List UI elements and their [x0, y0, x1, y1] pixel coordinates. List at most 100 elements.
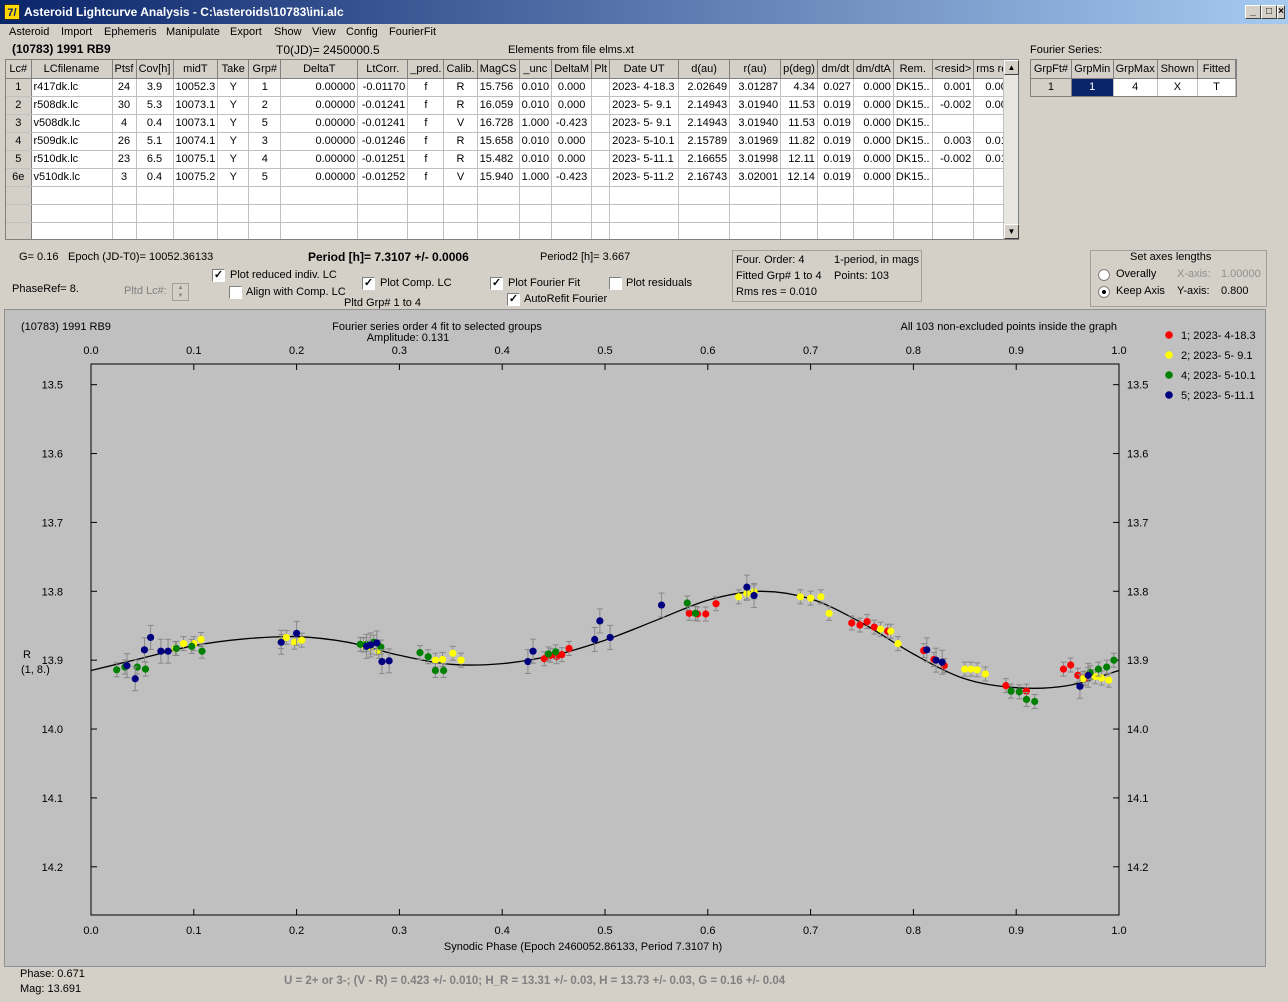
table-cell[interactable]: f — [407, 168, 445, 187]
table-cell[interactable]: -0.423 — [551, 168, 593, 187]
lightcurve-plot[interactable]: 0.0 0.0 0.1 0.1 0.2 0.2 0.3 0.3 0.4 0.4 0.5 0.5 0.6 0… — [5, 310, 1267, 968]
table-cell[interactable]: Y — [217, 150, 250, 169]
table-cell[interactable]: 11.82 — [780, 132, 818, 151]
table-cell[interactable]: 0.019 — [817, 114, 854, 133]
table-cell[interactable]: 3.01940 — [729, 96, 782, 115]
empty-cell[interactable] — [853, 186, 894, 205]
empty-cell[interactable] — [6, 204, 32, 223]
maximize-button[interactable]: □ — [1261, 5, 1277, 19]
empty-cell[interactable] — [477, 204, 520, 223]
plot-residuals-checkbox[interactable] — [609, 277, 622, 290]
table-row[interactable]: 2 r508dk.lc 30 5.3 10073.1 Y 2 0.00000 -0.01241 f… — [6, 96, 1016, 115]
lc-header-cell[interactable]: Plt — [591, 60, 611, 79]
table-cell[interactable]: r509dk.lc — [31, 132, 113, 151]
table-cell[interactable]: Y — [217, 114, 250, 133]
table-cell[interactable]: DK15.. — [893, 150, 933, 169]
empty-cell[interactable] — [609, 222, 680, 239]
table-cell[interactable] — [591, 150, 611, 169]
table-cell[interactable]: 2023- 5-11.1 — [609, 150, 680, 169]
table-cell[interactable]: 0.019 — [817, 168, 854, 187]
empty-cell[interactable] — [6, 186, 32, 205]
empty-cell[interactable] — [609, 186, 680, 205]
empty-cell[interactable] — [853, 222, 894, 239]
empty-cell[interactable] — [173, 204, 219, 223]
empty-cell[interactable] — [112, 222, 137, 239]
minimize-button[interactable]: _ — [1245, 5, 1261, 19]
empty-cell[interactable] — [173, 186, 219, 205]
table-cell[interactable]: 11.53 — [780, 114, 818, 133]
table-cell[interactable]: 16.059 — [477, 96, 520, 115]
row-header[interactable]: 5 — [6, 150, 32, 169]
table-cell[interactable]: 2 — [248, 96, 282, 115]
table-cell[interactable]: 0.010 — [519, 78, 553, 97]
table-cell[interactable]: 0.010 — [519, 132, 553, 151]
empty-cell[interactable] — [280, 204, 359, 223]
plot-fourier-checkbox[interactable]: ✓ — [490, 277, 503, 290]
table-row[interactable]: 4 r509dk.lc 26 5.1 10074.1 Y 3 0.00000 -0.01246 f… — [6, 132, 1016, 151]
lc-header-cell[interactable]: Ptsf — [112, 60, 137, 79]
table-cell[interactable]: r417dk.lc — [31, 78, 113, 97]
table-cell[interactable]: 2.14943 — [678, 96, 731, 115]
table-cell[interactable]: 0.4 — [136, 168, 174, 187]
table-cell[interactable]: 5.3 — [136, 96, 174, 115]
empty-cell[interactable] — [217, 222, 250, 239]
table-cell[interactable]: 0.019 — [817, 96, 854, 115]
table-cell[interactable]: 3.01969 — [729, 132, 782, 151]
table-cell[interactable] — [932, 114, 975, 133]
table-cell[interactable]: 0.00000 — [280, 168, 359, 187]
empty-cell[interactable] — [729, 222, 782, 239]
empty-cell[interactable] — [780, 204, 818, 223]
table-cell[interactable]: 23 — [112, 150, 137, 169]
plot-comp-checkbox[interactable]: ✓ — [362, 277, 375, 290]
empty-cell[interactable] — [853, 204, 894, 223]
lc-header-cell[interactable]: LtCorr. — [357, 60, 409, 79]
lc-header-cell[interactable]: LCfilename — [31, 60, 113, 79]
table-cell[interactable]: v508dk.lc — [31, 114, 113, 133]
table-cell[interactable]: 3.01998 — [729, 150, 782, 169]
empty-row[interactable] — [6, 186, 1016, 205]
table-cell[interactable]: r508dk.lc — [31, 96, 113, 115]
table-cell[interactable]: 2023- 5-11.2 — [609, 168, 680, 187]
lc-header-cell[interactable]: Take — [217, 60, 250, 79]
empty-cell[interactable] — [248, 222, 282, 239]
lc-header-cell[interactable]: DeltaT — [280, 60, 359, 79]
empty-cell[interactable] — [678, 186, 731, 205]
fs-cell-grpmax[interactable]: 4 — [1113, 78, 1158, 96]
table-cell[interactable]: 3.01287 — [729, 78, 782, 97]
lc-header-cell[interactable]: dm/dtA — [853, 60, 894, 79]
empty-row[interactable] — [6, 222, 1016, 239]
lc-header-cell[interactable]: Date UT — [609, 60, 680, 79]
table-cell[interactable]: -0.01241 — [357, 114, 409, 133]
table-cell[interactable]: 15.756 — [477, 78, 520, 97]
empty-cell[interactable] — [591, 222, 611, 239]
table-cell[interactable] — [591, 132, 611, 151]
table-cell[interactable]: 24 — [112, 78, 137, 97]
fs-header-shown[interactable]: Shown — [1157, 60, 1199, 79]
empty-cell[interactable] — [443, 186, 478, 205]
table-cell[interactable]: 5.1 — [136, 132, 174, 151]
table-cell[interactable]: 0.003 — [932, 132, 975, 151]
menu-show[interactable]: Show — [274, 26, 302, 38]
table-cell[interactable]: 0.000 — [853, 168, 894, 187]
align-comp-checkbox[interactable] — [229, 286, 242, 299]
empty-cell[interactable] — [280, 222, 359, 239]
table-cell[interactable]: 3.02001 — [729, 168, 782, 187]
lc-header-cell[interactable]: d(au) — [678, 60, 731, 79]
menu-fourierfit[interactable]: FourierFit — [389, 26, 437, 38]
empty-cell[interactable] — [407, 204, 445, 223]
empty-cell[interactable] — [136, 222, 174, 239]
yaxis-value[interactable]: 0.800 — [1221, 285, 1249, 297]
table-cell[interactable]: f — [407, 78, 445, 97]
table-cell[interactable]: -0.002 — [932, 96, 975, 115]
table-cell[interactable]: 2.16743 — [678, 168, 731, 187]
empty-cell[interactable] — [551, 186, 593, 205]
table-cell[interactable]: DK15.. — [893, 96, 933, 115]
empty-cell[interactable] — [477, 186, 520, 205]
table-cell[interactable]: f — [407, 132, 445, 151]
table-cell[interactable]: -0.01170 — [357, 78, 409, 97]
empty-cell[interactable] — [817, 204, 854, 223]
table-cell[interactable]: 0.001 — [932, 78, 975, 97]
table-cell[interactable]: 0.010 — [519, 96, 553, 115]
table-cell[interactable]: 0.4 — [136, 114, 174, 133]
empty-cell[interactable] — [31, 204, 113, 223]
